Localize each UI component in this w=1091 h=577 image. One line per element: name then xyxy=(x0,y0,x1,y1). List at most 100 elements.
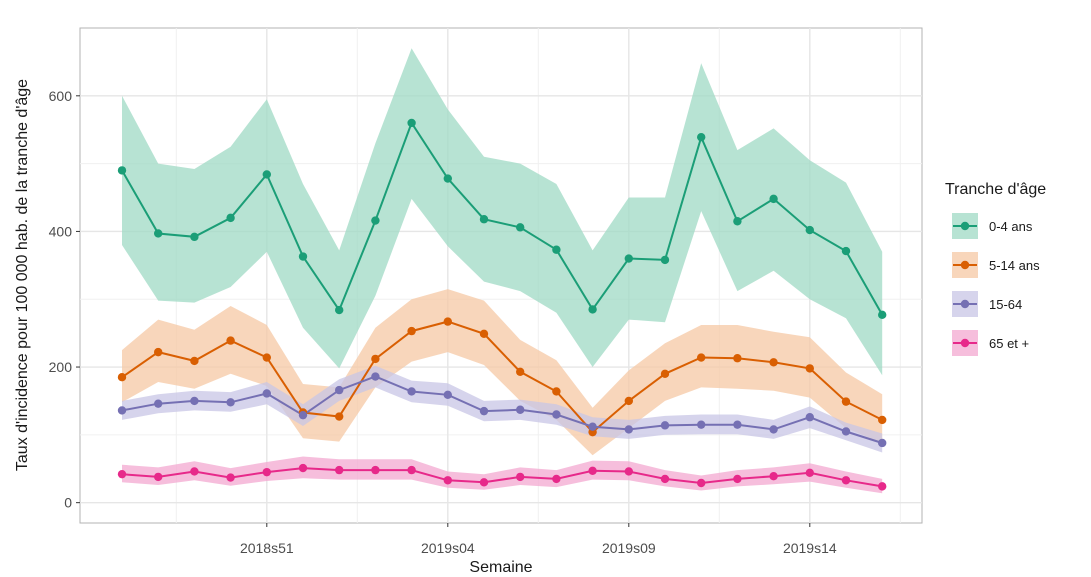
point-65-et xyxy=(769,472,778,481)
point-15-64 xyxy=(298,410,308,420)
point-5-14-ans xyxy=(479,329,489,339)
point-15-64 xyxy=(841,427,851,436)
y-tick-label: 600 xyxy=(49,88,73,104)
point-0-4-ans xyxy=(407,118,416,128)
y-tick-label: 400 xyxy=(49,223,73,239)
point-65-et xyxy=(516,472,525,482)
point-5-14-ans xyxy=(516,367,525,376)
legend-label-5-14-ans: 5-14 ans xyxy=(989,258,1040,273)
point-15-64 xyxy=(154,399,163,408)
legend-key-point-65-et xyxy=(960,338,970,348)
point-0-4-ans xyxy=(226,213,235,223)
legend-label-0-4-ans: 0-4 ans xyxy=(989,219,1033,234)
point-0-4-ans xyxy=(552,245,561,254)
point-5-14-ans xyxy=(226,336,235,345)
point-0-4-ans xyxy=(479,215,489,224)
point-5-14-ans xyxy=(697,353,706,362)
point-0-4-ans xyxy=(298,252,308,261)
point-65-et xyxy=(154,472,163,482)
point-15-64 xyxy=(588,422,597,431)
point-0-4-ans xyxy=(697,132,706,142)
y-axis-ticks: 0 200 400 600 xyxy=(49,88,80,511)
point-65-et xyxy=(552,474,561,484)
band-65-et xyxy=(122,456,883,494)
point-0-4-ans xyxy=(878,310,887,320)
point-65-et xyxy=(298,463,308,473)
point-65-et xyxy=(479,478,489,487)
point-0-4-ans xyxy=(516,223,525,232)
point-15-64 xyxy=(190,396,199,406)
y-axis-title: Taux d'incidence pour 100 000 hab. de la… xyxy=(14,79,31,471)
point-0-4-ans xyxy=(262,170,271,179)
x-tick-label: 2019s04 xyxy=(421,540,475,556)
point-65-et xyxy=(660,474,670,484)
point-65-et xyxy=(841,476,851,485)
point-15-64 xyxy=(335,385,344,395)
point-65-et xyxy=(697,478,706,488)
point-65-et xyxy=(588,466,597,475)
point-5-14-ans xyxy=(624,396,633,406)
point-0-4-ans xyxy=(769,194,778,204)
point-15-64 xyxy=(262,389,271,398)
point-5-14-ans xyxy=(841,397,851,406)
point-5-14-ans xyxy=(371,354,380,364)
band-15-64 xyxy=(122,365,883,453)
line-15-64 xyxy=(121,375,883,444)
point-15-64 xyxy=(443,390,452,400)
y-tick-label: 200 xyxy=(49,359,73,375)
point-5-14-ans xyxy=(407,326,416,336)
point-0-4-ans xyxy=(117,166,127,175)
point-65-et xyxy=(117,469,127,479)
point-5-14-ans xyxy=(335,412,344,421)
point-15-64 xyxy=(479,406,489,416)
legend-key-point-0-4-ans xyxy=(960,221,970,231)
point-65-et xyxy=(805,468,814,478)
point-0-4-ans xyxy=(190,232,199,242)
point-15-64 xyxy=(660,421,670,430)
point-15-64 xyxy=(624,425,633,434)
confidence-bands xyxy=(122,48,883,494)
x-tick-label: 2019s14 xyxy=(783,540,837,556)
point-65-et xyxy=(733,474,742,484)
point-65-et xyxy=(878,482,887,491)
x-tick-label: 2018s51 xyxy=(240,540,294,556)
point-0-4-ans xyxy=(624,254,633,263)
point-5-14-ans xyxy=(443,317,452,326)
legend: Tranche d'âge 0-4 ans 5-14 ans 15-64 65 et … xyxy=(945,181,1046,356)
point-65-et xyxy=(335,465,344,475)
x-tick-label: 2019s09 xyxy=(602,540,656,556)
point-15-64 xyxy=(552,410,561,419)
point-5-14-ans xyxy=(154,347,163,357)
point-0-4-ans xyxy=(154,229,163,238)
point-65-et xyxy=(624,467,633,476)
point-15-64 xyxy=(733,420,742,429)
x-axis-title: Semaine xyxy=(469,559,532,576)
point-5-14-ans xyxy=(878,415,887,425)
legend-title: Tranche d'âge xyxy=(945,181,1046,198)
point-15-64 xyxy=(697,420,706,429)
point-0-4-ans xyxy=(733,217,742,226)
point-15-64 xyxy=(878,438,887,448)
legend-label-15-64: 15-64 xyxy=(989,297,1022,312)
point-65-et xyxy=(443,476,452,485)
point-65-et xyxy=(407,465,416,475)
point-5-14-ans xyxy=(769,358,778,367)
series-points xyxy=(117,118,887,491)
point-15-64 xyxy=(769,425,778,434)
point-5-14-ans xyxy=(660,369,670,379)
point-5-14-ans xyxy=(805,364,814,373)
series-lines xyxy=(121,120,884,488)
x-axis-ticks: 2018s51 2019s04 2019s09 2019s14 xyxy=(240,523,837,556)
point-15-64 xyxy=(371,372,380,381)
line-0-4-ans xyxy=(121,120,884,316)
point-65-et xyxy=(262,467,271,477)
point-15-64 xyxy=(117,406,127,415)
point-65-et xyxy=(226,473,235,482)
point-5-14-ans xyxy=(552,387,561,396)
point-5-14-ans xyxy=(117,373,127,382)
point-65-et xyxy=(190,467,199,476)
line-65-et xyxy=(121,467,883,488)
point-15-64 xyxy=(226,398,235,407)
point-0-4-ans xyxy=(443,174,452,183)
legend-key-point-5-14-ans xyxy=(960,260,970,270)
